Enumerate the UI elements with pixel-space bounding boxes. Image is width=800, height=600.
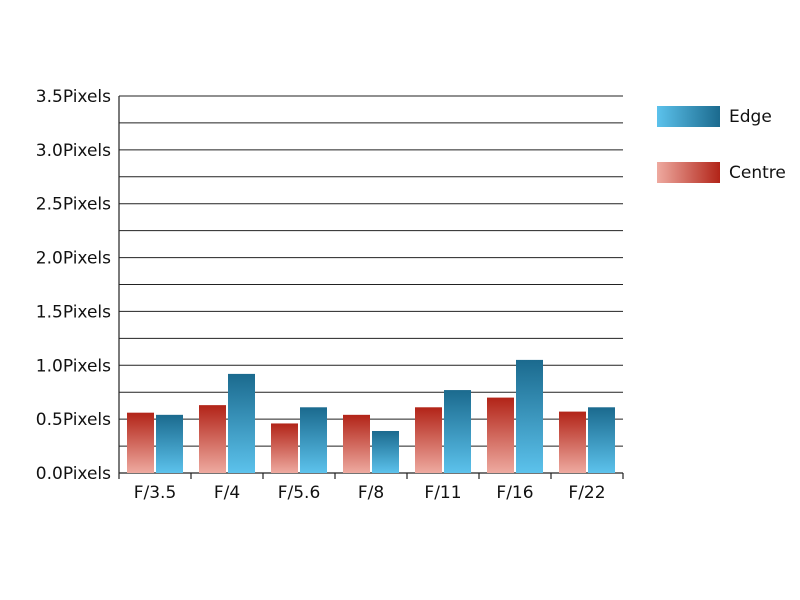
bar [487, 397, 514, 473]
bar [372, 430, 399, 473]
x-tick-label: F/5.6 [278, 483, 321, 503]
x-tick-label: F/4 [214, 483, 240, 503]
bar [228, 373, 255, 473]
y-tick-label: 3.5Pixels [36, 87, 111, 107]
bar [343, 414, 370, 473]
legend-swatch [657, 162, 720, 183]
x-tick-label: F/8 [358, 483, 384, 503]
x-tick-label: F/3.5 [134, 483, 177, 503]
bar [559, 411, 586, 473]
bar [127, 412, 154, 473]
x-tick-label: F/11 [424, 483, 461, 503]
bar [516, 359, 543, 473]
y-tick-label: 1.0Pixels [36, 356, 111, 376]
y-tick-label: 3.0Pixels [36, 141, 111, 161]
y-tick-label: 1.5Pixels [36, 302, 111, 322]
bar [271, 423, 298, 473]
legend-swatch [657, 106, 720, 127]
y-tick-label: 2.5Pixels [36, 195, 111, 215]
bar [199, 405, 226, 473]
x-tick-label: F/22 [568, 483, 605, 503]
legend-label: Edge [729, 107, 772, 127]
bar [300, 407, 327, 473]
y-tick-label: 0.0Pixels [36, 464, 111, 484]
bar [588, 407, 615, 473]
bar [444, 390, 471, 473]
bar [415, 407, 442, 473]
y-tick-label: 2.0Pixels [36, 249, 111, 269]
bar [156, 414, 183, 473]
x-tick-label: F/16 [496, 483, 533, 503]
y-tick-label: 0.5Pixels [36, 410, 111, 430]
legend-label: Centre [729, 163, 786, 183]
